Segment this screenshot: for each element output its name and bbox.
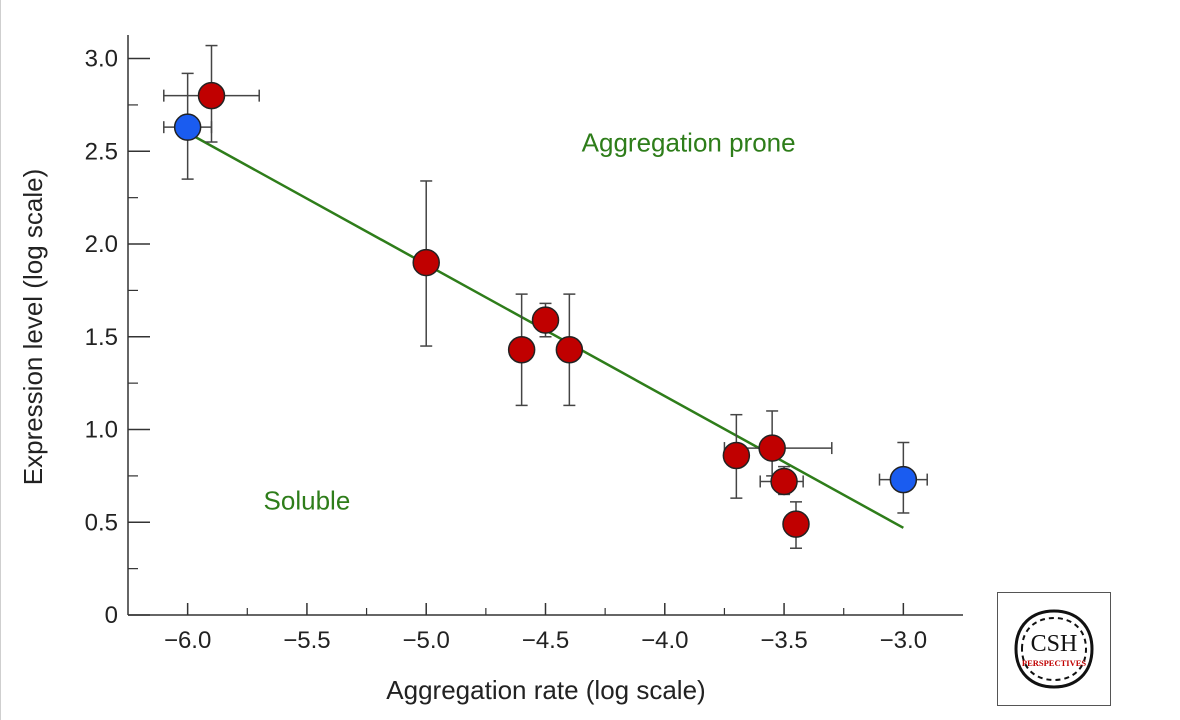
red-data-point — [412, 248, 440, 277]
csh-perspectives-logo: CSH PERSPECTIVES — [997, 592, 1111, 706]
red-data-point — [782, 510, 810, 538]
red-data-point — [555, 336, 584, 364]
y-tick-label: 0.5 — [85, 509, 118, 536]
y-tick-label: 1.0 — [85, 417, 118, 444]
red-data-point — [197, 81, 226, 110]
labels: Aggregation rate (log scale) Expression … — [18, 127, 796, 705]
red-data-point — [758, 434, 786, 462]
data-points — [173, 81, 918, 538]
x-tick-label: −4.0 — [641, 627, 688, 654]
x-axis-label: Aggregation rate (log scale) — [386, 675, 705, 705]
red-data-point — [531, 306, 560, 334]
red-data-point — [722, 441, 751, 470]
x-tick-label: −4.5 — [522, 627, 569, 654]
axes: −6.0 −5.5 −5.0 −4.5 −4.0 −3.5 −3.0 0 0.5 1.0 1.5 2.… — [85, 35, 963, 654]
y-axis-label: Expression level (log scale) — [18, 169, 48, 485]
x-tick-label: −6.0 — [164, 627, 211, 654]
y-tick-label: 2.0 — [85, 231, 118, 258]
x-tick-label: −3.5 — [760, 627, 807, 654]
x-tick-label: −3.0 — [880, 627, 927, 654]
red-data-point — [770, 467, 798, 496]
y-tick-label: 3.0 — [85, 46, 118, 73]
annotation-aggregation-prone: Aggregation prone — [582, 127, 796, 157]
blue-data-point — [889, 465, 918, 494]
annotation-soluble: Soluble — [264, 485, 351, 515]
error-bars — [163, 44, 928, 549]
red-data-point — [507, 336, 536, 364]
y-tick-label: 1.5 — [85, 324, 118, 351]
x-tick-label: −5.0 — [403, 627, 450, 654]
x-tick-label: −5.5 — [283, 627, 330, 654]
y-tick-label: 2.5 — [85, 138, 118, 165]
blue-data-point — [173, 113, 202, 141]
logo-top-text: CSH — [1031, 631, 1078, 657]
y-tick-label: 0 — [105, 602, 118, 629]
dna-ring-icon — [1014, 609, 1094, 689]
logo-bottom-text: PERSPECTIVES — [1022, 658, 1087, 668]
